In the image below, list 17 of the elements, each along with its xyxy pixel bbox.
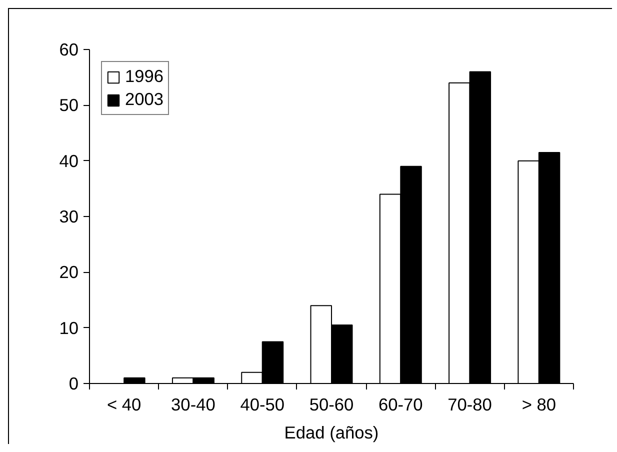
x-tick-label: 50-60 [309,394,354,414]
y-tick-label: 0 [68,374,79,394]
y-tick-label: 50 [59,95,79,116]
y-tick-label: 40 [59,150,79,171]
legend-label: 1996 [125,66,164,87]
x-tick-label: 70-80 [448,394,492,414]
x-tick-label: < 40 [106,394,142,414]
x-tick-label: 40-50 [240,394,285,414]
x-axis-title: Edad (años) [284,422,379,442]
x-tick-label: 30-40 [171,394,216,414]
y-tick-label: 60 [59,40,79,60]
x-tick-label: 60-70 [378,394,423,414]
y-tick-label: 20 [59,262,79,282]
x-tick-label: > 80 [522,394,556,414]
y-tick-label: 10 [59,318,79,338]
y-tick-label: 30 [59,206,79,226]
legend-label: 2003 [125,89,164,110]
